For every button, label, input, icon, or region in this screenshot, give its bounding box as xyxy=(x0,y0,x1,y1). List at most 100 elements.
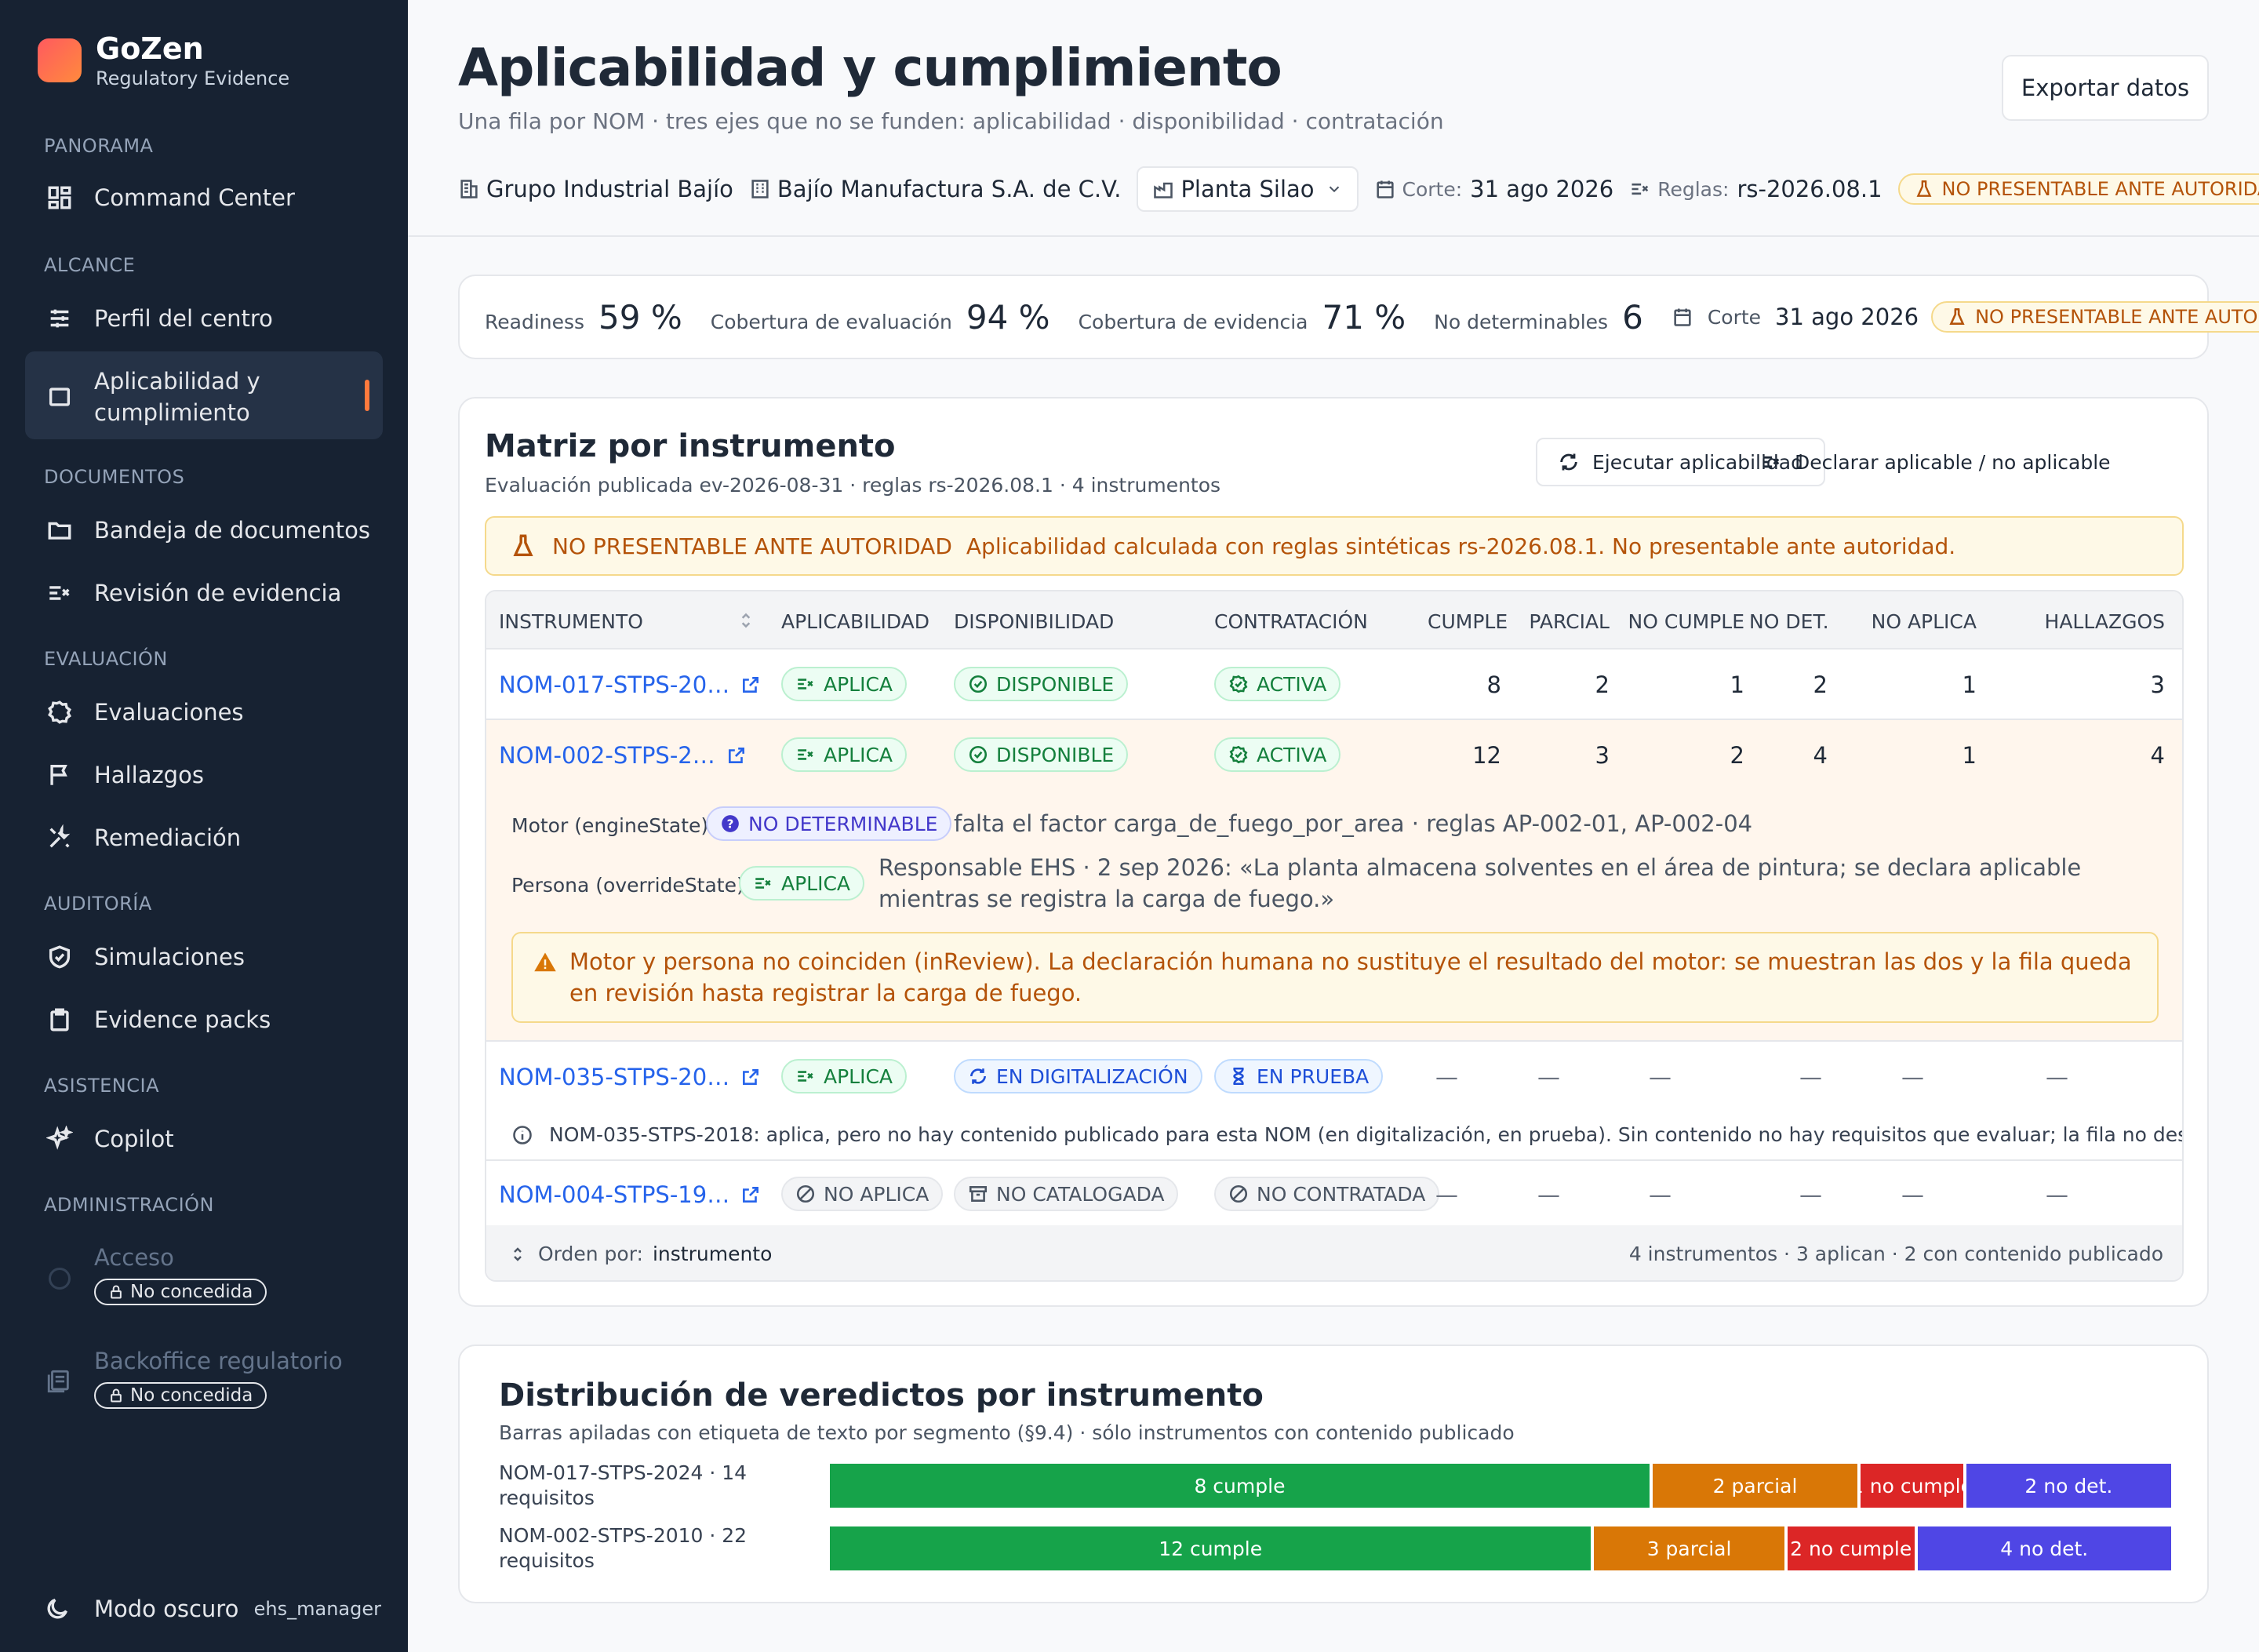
sidebar-item-evidence-packs[interactable]: Evidence packs xyxy=(44,1004,381,1035)
sidebar-item-aplicabilidad[interactable]: Aplicabilidad y cumplimiento xyxy=(44,366,381,428)
distribution-subtitle: Barras apiladas con etiqueta de texto po… xyxy=(499,1421,1515,1444)
cell-parcial: 2 xyxy=(1595,671,1610,698)
section-administracion: ADMINISTRACIÓN xyxy=(44,1194,214,1216)
cell-hallazgos: 3 xyxy=(2150,671,2165,698)
status-badge: NO APLICA xyxy=(781,1177,944,1211)
declare-applicable-button[interactable]: Declarar aplicable / no aplicable xyxy=(1744,438,2126,486)
cell-hallazgos: — xyxy=(2046,1064,2068,1090)
brand-logo xyxy=(38,38,82,82)
sidebar-active-bg xyxy=(25,351,383,439)
sidebar-item-revision[interactable]: Revisión de evidencia xyxy=(44,577,381,609)
sidebar-item-bandeja[interactable]: Bandeja de documentos xyxy=(44,515,381,546)
brand[interactable]: GoZen Regulatory Evidence xyxy=(38,31,289,89)
section-alcance: ALCANCE xyxy=(44,254,136,276)
sort-icon[interactable] xyxy=(736,610,756,631)
status-badge: APLICA xyxy=(781,1059,908,1093)
sidebar-item-evaluaciones[interactable]: Evaluaciones xyxy=(44,697,381,728)
list-check-icon xyxy=(798,749,813,760)
instrument-link[interactable]: NOM-035-STPS-20… xyxy=(499,1064,761,1090)
table-row[interactable]: NOM-017-STPS-20… APLICA DISPONIBLE ACTIV… xyxy=(486,650,2182,720)
sidebar-item-label: Backoffice regulatorio xyxy=(94,1348,343,1374)
flag-icon xyxy=(44,759,75,791)
bar-label: NOM-002-STPS-2010 · 22 requisitos xyxy=(499,1524,748,1572)
sidebar-item-simulaciones[interactable]: Simulaciones xyxy=(44,941,381,973)
not-presentable-badge: NO PRESENTABLE ANTE AUTORIDAD xyxy=(1931,301,2259,333)
sidebar-item-label: Hallazgos xyxy=(94,762,204,788)
list-check-icon xyxy=(798,1071,813,1082)
cell-no-cumple: 2 xyxy=(1730,742,1744,769)
sidebar-item-hallazgos[interactable]: Hallazgos xyxy=(44,759,381,791)
export-button[interactable]: Exportar datos xyxy=(2002,55,2209,121)
instrument-link[interactable]: NOM-002-STPS-2… xyxy=(499,742,747,769)
brand-subtitle: Regulatory Evidence xyxy=(96,67,290,89)
factory-icon xyxy=(1154,182,1173,198)
status-badge: NO CATALOGADA xyxy=(954,1177,1179,1211)
motor-label: Motor (engineState) xyxy=(511,814,709,837)
instrument-table: INSTRUMENTO APLICABILIDAD DISPONIBILIDAD… xyxy=(485,590,2184,1282)
instrument-link[interactable]: NOM-017-STPS-20… xyxy=(499,671,761,698)
sliders-icon xyxy=(44,303,75,334)
ban-icon xyxy=(1229,1184,1248,1203)
no-concedida-badge: No concedida xyxy=(94,1279,267,1305)
col-instrumento[interactable]: INSTRUMENTO xyxy=(499,610,643,633)
distribution-title: Distribución de veredictos por instrumen… xyxy=(499,1377,1264,1414)
dashboard-icon xyxy=(44,182,75,213)
refresh-icon xyxy=(1560,453,1577,471)
sort-control[interactable]: Orden por: instrumento xyxy=(508,1243,772,1265)
matrix-title: Matriz por instrumento xyxy=(485,428,896,464)
instrument-link[interactable]: NOM-004-STPS-19… xyxy=(499,1181,761,1208)
col-no-cumple: NO CUMPLE xyxy=(1628,610,1744,633)
list-check-icon xyxy=(44,577,75,609)
table-row[interactable]: NOM-004-STPS-19… NO APLICA NO CATALOGADA… xyxy=(486,1161,2182,1225)
sidebar-item-label: Evaluaciones xyxy=(94,699,244,726)
cell-cumple: — xyxy=(1435,1181,1458,1208)
sidebar-item-copilot[interactable]: Copilot xyxy=(44,1123,381,1155)
cell-cumple: 12 xyxy=(1472,742,1501,769)
stacked-bar: 12 cumple 3 parcial 2 no cumple 4 no det. xyxy=(830,1526,2171,1570)
motor-text: falta el factor carga_de_fuego_por_area … xyxy=(954,810,1753,837)
cell-no-cumple: 1 xyxy=(1730,671,1744,698)
clipboard-icon xyxy=(44,1004,75,1035)
page-title: Aplicabilidad y cumplimiento xyxy=(458,38,1282,98)
not-presentable-banner: NO PRESENTABLE ANTE AUTORIDAD Aplicabili… xyxy=(485,516,2184,576)
dark-mode-toggle[interactable]: Modo oscuro ehs_manager xyxy=(44,1596,381,1622)
col-cumple: CUMPLE xyxy=(1428,610,1508,633)
table-row[interactable]: NOM-035-STPS-20… APLICA EN DIGITALIZACIÓ… xyxy=(486,1042,2182,1161)
external-link-icon xyxy=(743,1187,759,1203)
cell-hallazgos: 4 xyxy=(2150,742,2165,769)
table-footer: Orden por: instrumento 4 instrumentos · … xyxy=(486,1225,2182,1280)
cell-no-aplica: 1 xyxy=(1962,742,1977,769)
square-icon xyxy=(44,381,75,413)
mismatch-warning: Motor y persona no coinciden (inReview).… xyxy=(511,932,2159,1023)
tools-icon xyxy=(44,822,75,853)
cell-cumple: — xyxy=(1435,1064,1458,1090)
sidebar-item-label: Copilot xyxy=(94,1126,174,1152)
cell-hallazgos: — xyxy=(2046,1181,2068,1208)
sidebar-item-label: Aplicabilidad y xyxy=(94,368,260,395)
sidebar-item-label: Bandeja de documentos xyxy=(94,517,370,544)
flask-icon xyxy=(1949,307,1965,325)
sidebar-item-perfil[interactable]: Perfil del centro xyxy=(44,303,381,334)
sidebar-item-label: Remediación xyxy=(94,824,242,851)
flask-icon xyxy=(1916,180,1931,197)
sidebar-item-label: Evidence packs xyxy=(94,1006,271,1033)
sidebar-item-label: Acceso xyxy=(94,1244,174,1271)
status-badge: EN PRUEBA xyxy=(1214,1059,1384,1093)
hourglass-icon xyxy=(1233,1067,1244,1086)
plant-select[interactable]: Planta Silao xyxy=(1137,166,1359,212)
table-row-expanded[interactable]: NOM-002-STPS-2… APLICA DISPONIBLE ACTIVA… xyxy=(486,720,2182,1042)
sidebar-item-command-center[interactable]: Command Center xyxy=(44,182,381,213)
cell-no-cumple: — xyxy=(1649,1064,1672,1090)
sparkles-icon xyxy=(44,1123,75,1155)
sidebar-item-remediacion[interactable]: Remediación xyxy=(44,822,381,853)
info-icon xyxy=(513,1125,532,1144)
cell-no-aplica: — xyxy=(1901,1064,1924,1090)
matrix-card: Matriz por instrumento Evaluación public… xyxy=(458,397,2209,1307)
company-selector[interactable]: Bajío Manufactura S.A. de C.V. xyxy=(749,176,1121,202)
refresh-icon xyxy=(970,1068,986,1084)
warning-icon xyxy=(534,952,556,972)
folder-icon xyxy=(44,515,75,546)
group-selector[interactable]: Grupo Industrial Bajío xyxy=(458,176,733,202)
status-badge: ? NO DETERMINABLE xyxy=(706,806,952,841)
cell-no-det: — xyxy=(1799,1064,1822,1090)
